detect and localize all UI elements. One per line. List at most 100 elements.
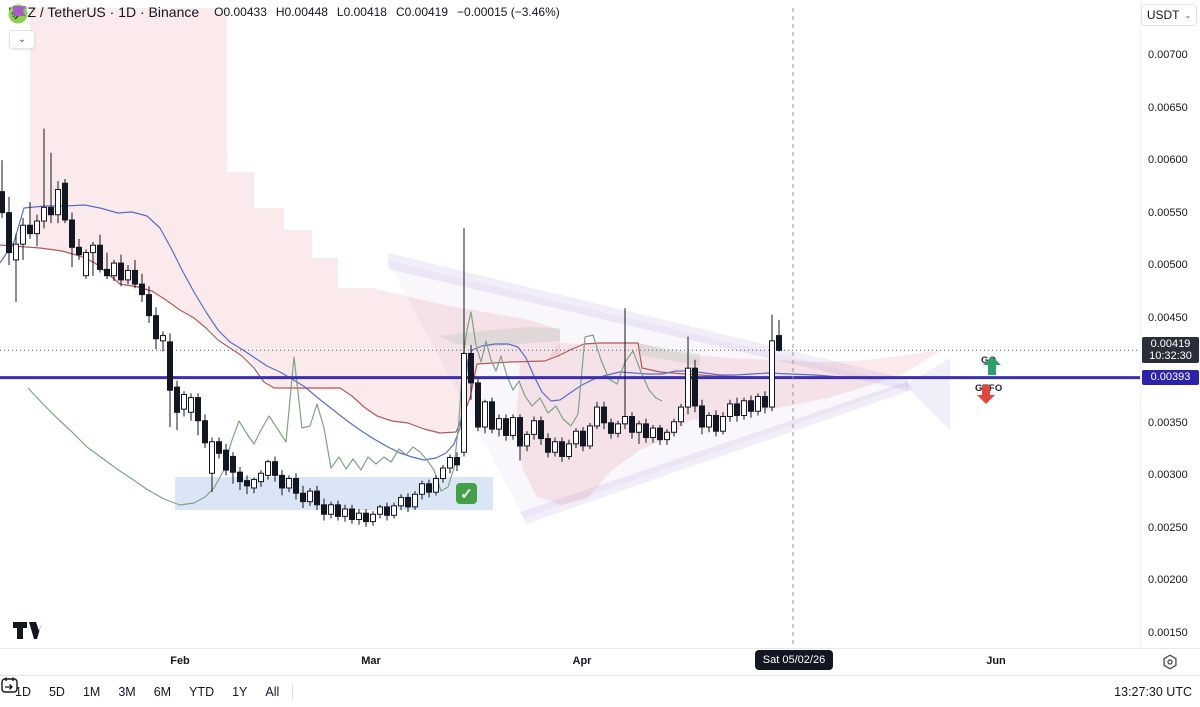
currency-toggle-button[interactable]: USDT ⌄ bbox=[1141, 4, 1197, 26]
candle-body bbox=[76, 246, 82, 256]
candle-body bbox=[776, 335, 782, 351]
candle-body bbox=[762, 396, 768, 408]
candle-body bbox=[615, 423, 621, 434]
triangle-pattern-drawing[interactable] bbox=[520, 381, 912, 524]
candle-body bbox=[293, 478, 299, 494]
candle-body bbox=[328, 504, 334, 515]
legend-collapse-button[interactable]: ⌄ bbox=[9, 30, 35, 49]
range-button-all[interactable]: All bbox=[265, 684, 280, 699]
crosshair-date: Sat 05/02/26 bbox=[762, 654, 826, 666]
range-button-6m[interactable]: 6M bbox=[153, 684, 172, 699]
script-flag-icon[interactable] bbox=[12, 4, 27, 19]
range-button-1m[interactable]: 1M bbox=[82, 684, 101, 699]
candle-body bbox=[202, 420, 208, 444]
price-tick-label: 0.00200 bbox=[1148, 574, 1188, 587]
candle-body bbox=[678, 406, 684, 423]
candle-body bbox=[692, 367, 698, 407]
candle-body bbox=[111, 262, 117, 277]
candle-body bbox=[489, 401, 495, 430]
candle-body bbox=[370, 513, 376, 523]
month-label-mar: Mar bbox=[361, 655, 381, 667]
candle-body bbox=[209, 441, 215, 474]
low-value: L0.00418 bbox=[336, 5, 387, 19]
level-price-value: 0.00393 bbox=[1150, 370, 1191, 383]
level-price-badge: 0.00393 bbox=[1142, 369, 1199, 385]
candle-body bbox=[720, 416, 726, 432]
candle-body bbox=[419, 483, 425, 495]
candle-body bbox=[566, 443, 572, 457]
gtfo-annotation[interactable]: GTFO bbox=[975, 383, 1003, 404]
bottom-toolbar: 1D 5D 1M 3M 6M YTD 1Y All 13:27:30 UTC bbox=[0, 675, 1200, 707]
tenkan-blue-line bbox=[0, 204, 861, 461]
candle-body bbox=[230, 455, 236, 473]
candle-body bbox=[461, 352, 467, 453]
candle-body bbox=[13, 243, 19, 261]
candle-body bbox=[300, 492, 306, 503]
candle-body bbox=[90, 244, 96, 254]
range-button-1y[interactable]: 1Y bbox=[232, 684, 248, 699]
go-to-date-icon[interactable] bbox=[0, 676, 19, 695]
candle-body bbox=[552, 441, 558, 453]
axis-settings-gear-icon[interactable] bbox=[1161, 653, 1179, 671]
close-value: C0.00419 bbox=[395, 5, 449, 19]
candle-body bbox=[636, 423, 642, 433]
candle-body bbox=[482, 401, 488, 428]
tradingview-logo[interactable] bbox=[12, 621, 46, 641]
candle-body bbox=[699, 405, 705, 428]
candle-body bbox=[727, 403, 733, 418]
month-label-apr: Apr bbox=[572, 655, 592, 667]
range-button-3m[interactable]: 3M bbox=[118, 684, 136, 699]
arrow-up-icon bbox=[983, 356, 1001, 375]
candle-body bbox=[195, 397, 201, 422]
candle-body bbox=[426, 483, 432, 493]
candle-body bbox=[664, 431, 670, 441]
candle-body bbox=[321, 504, 327, 515]
candle-body bbox=[685, 367, 691, 408]
candle-body bbox=[643, 423, 649, 439]
candle-body bbox=[496, 418, 502, 430]
candle-body bbox=[181, 393, 187, 410]
range-button-1d[interactable]: 1D bbox=[15, 684, 31, 699]
price-tick-label: 0.00600 bbox=[1148, 154, 1188, 167]
open-value: O0.00433 bbox=[214, 5, 267, 19]
candle-body bbox=[41, 206, 47, 222]
range-button-ytd[interactable]: YTD bbox=[189, 684, 215, 699]
candle-body bbox=[671, 421, 677, 433]
price-tick-label: 0.00450 bbox=[1148, 311, 1188, 324]
candle-body bbox=[475, 382, 481, 428]
candle-body bbox=[531, 420, 537, 435]
candle-body bbox=[125, 269, 131, 281]
ohlc-values: O0.00433 H0.00448 L0.00418 C0.00419 −0.0… bbox=[214, 5, 560, 19]
candle-body bbox=[755, 396, 761, 412]
symbol-title[interactable]: REZ / TetherUS · 1D · Binance bbox=[8, 4, 200, 20]
triangle-pattern-drawing[interactable] bbox=[905, 358, 950, 430]
candle-body bbox=[342, 508, 348, 517]
time-axis[interactable]: Feb Mar Apr Jun bbox=[0, 648, 1200, 676]
candle-body bbox=[265, 461, 271, 476]
candle-body bbox=[629, 416, 635, 433]
go-annotation[interactable]: GO bbox=[981, 355, 1001, 375]
candle-body bbox=[573, 430, 579, 445]
candle-body bbox=[587, 425, 593, 447]
price-tick-label: 0.00150 bbox=[1148, 627, 1188, 639]
candle-body bbox=[454, 456, 460, 466]
candle-body bbox=[650, 427, 656, 439]
triangle-pattern-drawing[interactable] bbox=[388, 261, 908, 518]
candle-body bbox=[83, 252, 89, 277]
clock[interactable]: 13:27:30 UTC bbox=[1114, 676, 1192, 707]
triangle-pattern-drawing[interactable] bbox=[388, 253, 908, 391]
price-axis[interactable]: 0.00419 10:32:30 0.00393 0.00700 0.00650 0… bbox=[1140, 0, 1200, 648]
candle-body bbox=[517, 417, 523, 447]
candle-body bbox=[314, 490, 320, 506]
checkmark-annotation[interactable]: ✓ bbox=[456, 483, 477, 504]
symbol-legend[interactable]: REZ / TetherUS · 1D · Binance O0.00433 H… bbox=[8, 4, 560, 24]
candle-body bbox=[377, 506, 383, 515]
candle-body bbox=[706, 414, 712, 428]
range-button-5d[interactable]: 5D bbox=[48, 684, 65, 699]
chevron-down-icon: ⌄ bbox=[17, 34, 27, 45]
candle-body bbox=[657, 427, 663, 441]
clock-label: 13:27:30 UTC bbox=[1114, 684, 1192, 699]
candle-body bbox=[27, 224, 33, 235]
